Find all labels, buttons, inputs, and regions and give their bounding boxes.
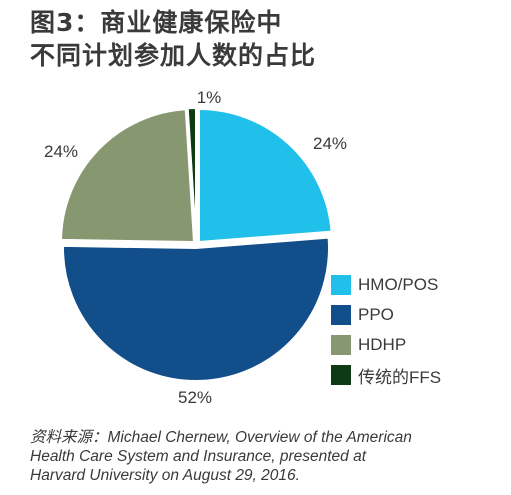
chart-title-line-2: 不同计划参加人数的占比 [30,41,317,70]
legend-swatch-hmo-pos [331,275,351,295]
slice-label-hmo-pos: 24% [313,134,347,153]
pie-slice-ppo [62,236,330,382]
legend-label-traditional-ffs: 传统的FFS [358,367,442,387]
chart-legend: HMO/POS PPO HDHP 传统的FFS [331,270,441,390]
legend-swatch-hdhp [331,335,351,355]
legend-swatch-ppo [331,305,351,325]
legend-label-hmo-pos: HMO/POS [358,275,439,294]
pie-slice-hdhp [59,108,196,244]
legend-swatch-traditional-ffs [331,365,351,385]
legend-label-ppo: PPO [358,305,394,324]
slice-label-traditional-ffs: 1% [197,88,222,107]
source-line-3: Harvard University on August 29, 2016. [30,467,300,484]
pie-slice-traditional-ffs [186,106,197,242]
legend-item-hdhp: HDHP [331,330,441,360]
source-note: 资料来源：Michael Chernew, Overview of the Am… [30,428,412,485]
legend-item-hmo-pos: HMO/POS [331,270,441,300]
slice-label-ppo: 52% [178,388,212,407]
source-line-1: 资料来源：Michael Chernew, Overview of the Am… [30,429,412,446]
source-line-2: Health Care System and Insurance, presen… [30,448,367,465]
legend-item-traditional-ffs: 传统的FFS [331,360,441,390]
pie-slice-hmo-pos [198,107,333,244]
legend-item-ppo: PPO [331,300,441,330]
legend-label-hdhp: HDHP [358,335,407,354]
chart-title: 图3：商业健康保险中 不同计划参加人数的占比 [30,6,316,72]
slice-label-hdhp: 24% [44,142,78,161]
chart-title-line-1: 图3：商业健康保险中 [30,8,283,37]
